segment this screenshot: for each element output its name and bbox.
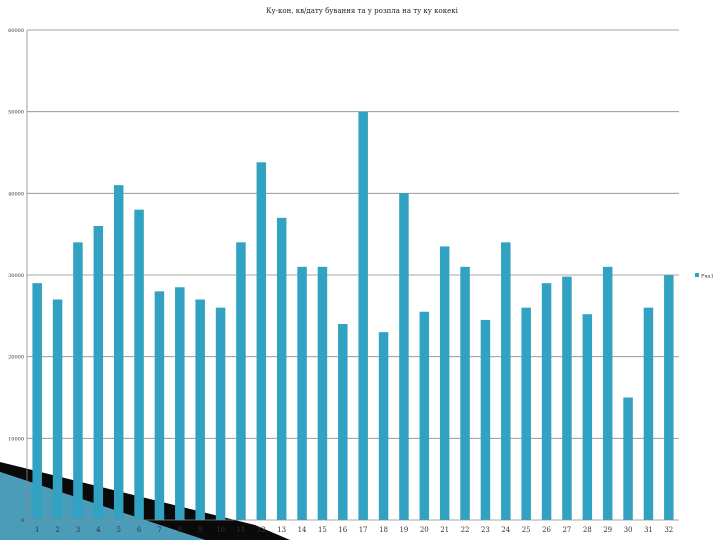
bar	[276, 217, 287, 521]
bar	[378, 332, 389, 520]
x-tick-label: 21	[440, 526, 449, 534]
x-tick-label: 6	[137, 526, 142, 534]
x-tick-label: 18	[379, 526, 388, 534]
y-tick-label: 0	[21, 518, 24, 524]
bar	[460, 266, 470, 520]
legend: Ряд1	[695, 273, 714, 280]
bar	[338, 324, 348, 520]
x-tick-label: 5	[116, 526, 120, 534]
x-tick-label: 10	[216, 526, 225, 534]
bar	[643, 307, 654, 520]
bar	[358, 111, 368, 521]
x-tick-label: 4	[96, 526, 101, 534]
bar	[32, 283, 42, 520]
x-tick-label: 9	[198, 526, 202, 534]
x-tick-label: 7	[157, 526, 161, 534]
x-tick-labels: 1 2 3 4 5 6 7 8 9 10 11 12 13 14 15 16 17 18 19 20 21 22 23 24 2…	[35, 526, 673, 534]
legend-swatch	[695, 273, 699, 277]
gridlines	[27, 29, 679, 439]
bar	[236, 242, 246, 521]
bars	[32, 111, 674, 521]
bar	[399, 193, 409, 521]
bar	[175, 287, 185, 520]
bar	[419, 311, 430, 520]
y-tick-label: 60000	[8, 28, 24, 34]
bar	[215, 307, 226, 520]
x-tick-label: 14	[298, 526, 307, 534]
x-tick-label: 2	[55, 526, 59, 534]
bar	[501, 242, 511, 521]
bar	[73, 242, 83, 521]
x-tick-label: 17	[359, 526, 368, 534]
x-tick-label: 11	[236, 526, 245, 534]
bar	[317, 266, 328, 520]
bar	[195, 299, 205, 520]
x-tick-label: 12	[257, 526, 266, 534]
bar	[52, 299, 63, 520]
x-tick-label: 24	[501, 526, 510, 534]
bar	[439, 246, 450, 520]
corner-swoosh-decoration	[0, 455, 290, 540]
y-tick-labels: 0 10000 20000 30000 40000 50000 60000	[8, 28, 24, 524]
x-tick-label: 29	[603, 526, 612, 534]
x-tick-label: 1	[35, 526, 39, 534]
x-tick-label: 23	[481, 526, 490, 534]
x-tick-label: 16	[338, 526, 347, 534]
legend-label: Ряд1	[701, 274, 714, 280]
x-tick-label: 8	[178, 526, 182, 534]
x-tick-label: 19	[399, 526, 408, 534]
x-tick-label: 3	[76, 526, 80, 534]
x-tick-label: 30	[624, 526, 633, 534]
bar	[134, 209, 144, 520]
x-tick-label: 22	[461, 526, 470, 534]
x-tick-label: 31	[644, 526, 653, 534]
x-tick-label: 20	[420, 526, 429, 534]
bar	[154, 291, 165, 520]
bar	[521, 307, 531, 520]
bar	[297, 266, 307, 520]
axes	[26, 30, 679, 521]
bar	[480, 319, 491, 520]
chart-title: Ку-кон, кв/дату бування та у розпла на т…	[266, 7, 459, 15]
bar	[623, 397, 633, 520]
x-tick-label: 32	[664, 526, 673, 534]
swoosh-dark-band	[0, 462, 290, 540]
bar	[562, 276, 572, 520]
bar	[541, 283, 552, 520]
y-tick-label: 40000	[8, 191, 24, 197]
bar	[582, 314, 593, 520]
y-tick-label: 30000	[8, 273, 24, 279]
x-tick-label: 27	[562, 526, 571, 534]
x-tick-label: 13	[277, 526, 286, 534]
bar	[93, 226, 104, 520]
y-tick-label: 10000	[8, 436, 24, 442]
x-tick-label: 28	[583, 526, 592, 534]
bar	[256, 162, 267, 521]
x-tick-label: 25	[522, 526, 531, 534]
x-tick-label: 26	[542, 526, 551, 534]
y-tick-label: 20000	[8, 355, 24, 361]
bar	[602, 266, 613, 520]
x-tick-label: 15	[318, 526, 327, 534]
y-tick-label: 50000	[8, 110, 24, 116]
bar	[664, 275, 674, 520]
bar	[113, 185, 124, 520]
